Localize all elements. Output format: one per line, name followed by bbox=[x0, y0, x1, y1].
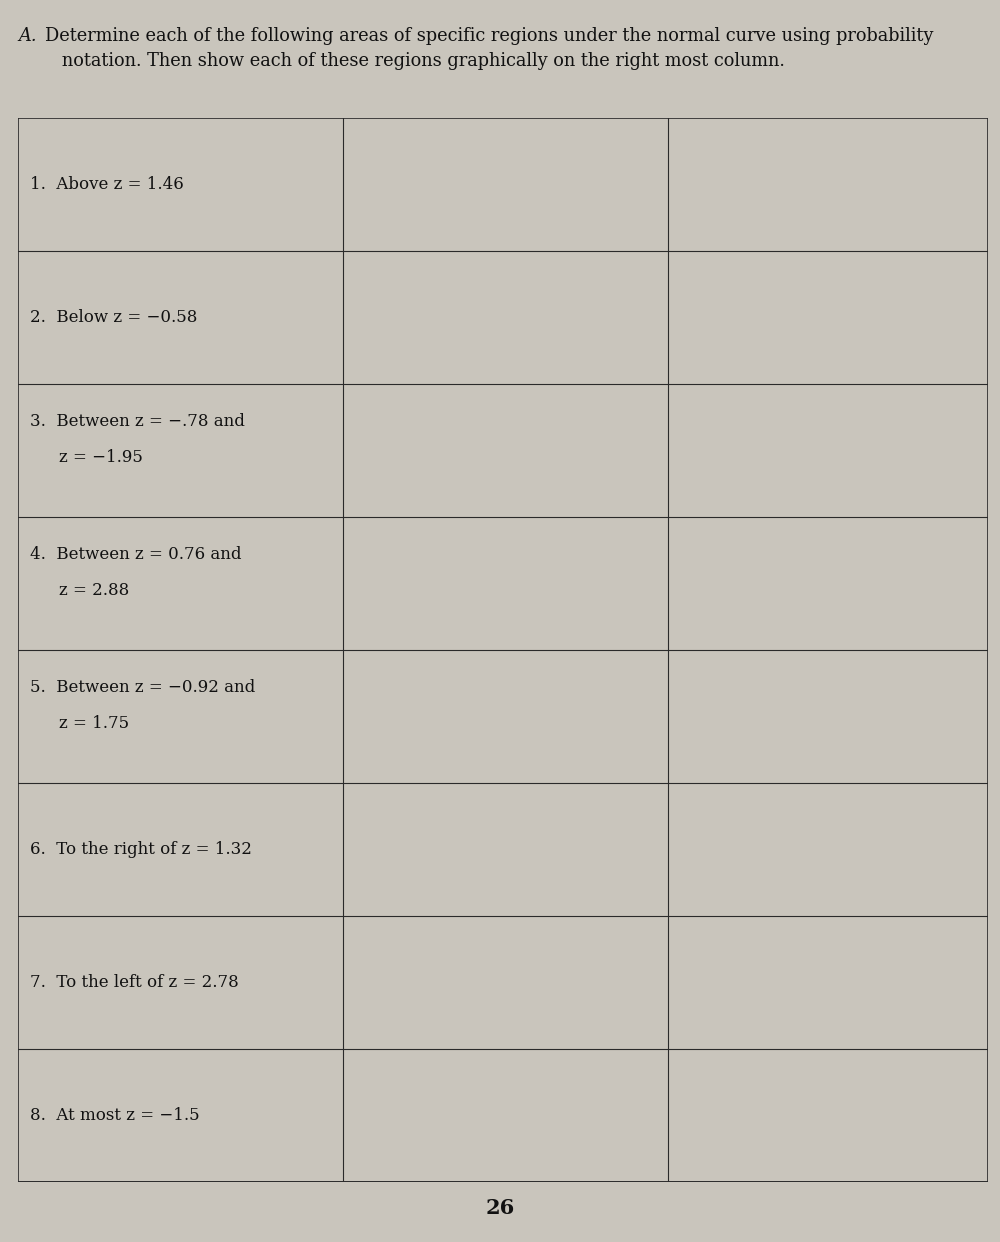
Text: 2.  Below z = −0.58: 2. Below z = −0.58 bbox=[30, 309, 197, 327]
Text: z = 2.88: z = 2.88 bbox=[59, 581, 129, 599]
Text: 6.  To the right of z = 1.32: 6. To the right of z = 1.32 bbox=[30, 841, 252, 858]
Text: 5.  Between z = −0.92 and: 5. Between z = −0.92 and bbox=[30, 679, 255, 696]
Text: 3.  Between z = −.78 and: 3. Between z = −.78 and bbox=[30, 412, 245, 430]
Text: 1.  Above z = 1.46: 1. Above z = 1.46 bbox=[30, 176, 183, 193]
Text: 26: 26 bbox=[485, 1197, 515, 1218]
Text: A.: A. bbox=[18, 26, 36, 45]
Text: 8.  At most z = −1.5: 8. At most z = −1.5 bbox=[30, 1108, 199, 1124]
Text: z = 1.75: z = 1.75 bbox=[59, 715, 129, 732]
Text: 4.  Between z = 0.76 and: 4. Between z = 0.76 and bbox=[30, 546, 241, 563]
Text: 7.  To the left of z = 2.78: 7. To the left of z = 2.78 bbox=[30, 974, 238, 991]
Text: z = −1.95: z = −1.95 bbox=[59, 448, 143, 466]
Text: Determine each of the following areas of specific regions under the normal curve: Determine each of the following areas of… bbox=[45, 26, 934, 70]
